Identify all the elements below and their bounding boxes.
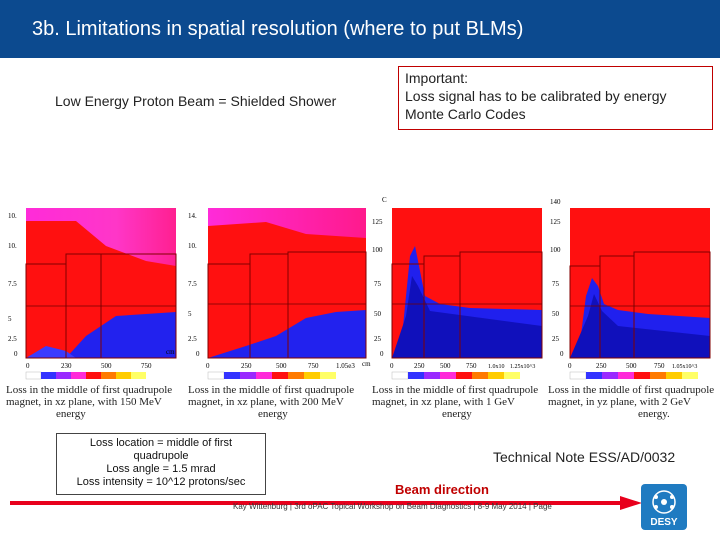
x-tick: 1.05x10^3 bbox=[672, 364, 697, 370]
loss-map-plot-4: 140 125 100 75 50 25 0 0 250 500 750 1.0… bbox=[548, 186, 716, 418]
y-tick: 0 bbox=[380, 350, 384, 358]
x-tick: 1.0x10 bbox=[488, 364, 505, 370]
x-tick: 0 bbox=[390, 362, 394, 370]
y-tick: 7.5 bbox=[8, 280, 17, 288]
caption-line: magnet, in xz plane, with 150 MeV bbox=[6, 396, 162, 408]
y-tick: 7.5 bbox=[188, 280, 197, 288]
x-tick: 1.25x10^3 bbox=[510, 364, 535, 370]
y-tick: 140 bbox=[550, 198, 561, 206]
loss-line: Loss location = middle of first bbox=[89, 437, 233, 449]
loss-map-plot-1: 10. 10. 7.5 5 2.5 0 0 230 500 750 cm bbox=[6, 186, 182, 418]
important-line: Monte Carlo Codes bbox=[405, 106, 526, 122]
y-tick: 10. bbox=[8, 242, 17, 250]
caption-line: magnet, in xz plane, with 200 MeV bbox=[188, 396, 344, 408]
y-tick: 2.5 bbox=[8, 335, 17, 343]
plot-caption-1: Loss in the middle of first quadrupole m… bbox=[6, 384, 172, 420]
x-tick: 250 bbox=[596, 362, 607, 370]
y-tick: 125 bbox=[372, 218, 383, 226]
x-tick: 750 bbox=[141, 362, 152, 370]
x-unit: cm bbox=[362, 360, 371, 368]
x-tick: 500 bbox=[626, 362, 637, 370]
y-tick: 0 bbox=[560, 350, 564, 358]
x-tick: 500 bbox=[440, 362, 451, 370]
y-tick: 125 bbox=[550, 218, 561, 226]
important-line: Important: bbox=[405, 70, 469, 86]
desy-logo-icon: DESY bbox=[641, 484, 687, 530]
important-box: Important: Loss signal has to be calibra… bbox=[398, 66, 713, 130]
plot-caption-3: Loss in the middle of first quadrupole m… bbox=[372, 384, 538, 420]
y-tick: 50 bbox=[374, 310, 382, 318]
caption-line: Loss in the middle of first quadrupole bbox=[372, 384, 539, 396]
caption-line: energy bbox=[258, 408, 288, 420]
y-tick: 10. bbox=[188, 242, 197, 250]
loss-map-plot-3: C 125 100 75 50 25 0 0 250 500 750 1.0x1… bbox=[370, 186, 548, 418]
footer-text: Kay Wittenburg | 3rd oPAC Topical Worksh… bbox=[233, 502, 552, 511]
x-tick: 0 bbox=[206, 362, 210, 370]
caption-line: Loss in the middle of first quadrupole bbox=[6, 384, 173, 396]
y-tick: C bbox=[382, 196, 387, 204]
caption-line: Loss in the middle of first quadrupole bbox=[188, 384, 355, 396]
plot-caption-2: Loss in the middle of first quadrupole m… bbox=[188, 384, 354, 420]
slide-title: 3b. Limitations in spatial resolution (w… bbox=[32, 18, 524, 40]
loss-line: Loss intensity = 10^12 protons/sec bbox=[76, 476, 246, 488]
x-tick: 500 bbox=[276, 362, 287, 370]
y-tick: 2.5 bbox=[188, 335, 197, 343]
y-tick: 5 bbox=[8, 315, 12, 323]
x-tick: 750 bbox=[466, 362, 477, 370]
x-tick: 750 bbox=[308, 362, 319, 370]
y-tick: 100 bbox=[372, 246, 383, 254]
x-tick: 1.05e3 bbox=[336, 362, 355, 370]
beam-direction-label: Beam direction bbox=[395, 482, 489, 497]
caption-line: energy bbox=[442, 408, 472, 420]
x-tick: 500 bbox=[101, 362, 112, 370]
y-tick: 25 bbox=[374, 335, 382, 343]
x-tick: 0 bbox=[568, 362, 572, 370]
y-tick: 5 bbox=[188, 310, 192, 318]
loss-line: quadrupole bbox=[133, 450, 189, 462]
x-tick: 250 bbox=[241, 362, 252, 370]
left-heading: Low Energy Proton Beam = Shielded Shower bbox=[55, 93, 337, 109]
beam-direction-arrow-icon bbox=[10, 496, 642, 510]
y-tick: 75 bbox=[552, 280, 560, 288]
y-tick: 10. bbox=[8, 212, 17, 220]
caption-line: magnet, in xz plane, with 1 GeV bbox=[372, 396, 515, 408]
y-tick: 25 bbox=[552, 335, 560, 343]
x-tick: 230 bbox=[61, 362, 72, 370]
loss-parameters-box: Loss location = middle of first quadrupo… bbox=[56, 433, 266, 495]
technical-note: Technical Note ESS/AD/0032 bbox=[493, 449, 676, 465]
y-tick: 100 bbox=[550, 246, 561, 254]
y-tick: 0 bbox=[196, 350, 200, 358]
title-bar: 3b. Limitations in spatial resolution (w… bbox=[0, 0, 720, 58]
logo-text: DESY bbox=[650, 517, 678, 528]
caption-line: Loss in the middle of first quadrupole bbox=[548, 384, 715, 396]
caption-line: magnet, in yz plane, with 2 GeV bbox=[548, 396, 691, 408]
x-tick: 250 bbox=[414, 362, 425, 370]
y-tick: 0 bbox=[14, 350, 18, 358]
loss-map-plot-2: 14. 10. 7.5 5 2.5 0 0 250 500 750 1.05e3… bbox=[186, 186, 374, 418]
loss-line: Loss angle = 1.5 mrad bbox=[106, 463, 216, 475]
x-tick: 0 bbox=[26, 362, 30, 370]
y-tick: 14. bbox=[188, 212, 197, 220]
x-unit: cm bbox=[166, 348, 175, 356]
y-tick: 50 bbox=[552, 310, 560, 318]
x-tick: 750 bbox=[654, 362, 665, 370]
important-line: Loss signal has to be calibrated by ener… bbox=[405, 88, 667, 104]
plot-caption-4: Loss in the middle of first quadrupole m… bbox=[548, 384, 714, 420]
y-tick: 75 bbox=[374, 280, 382, 288]
caption-line: energy. bbox=[638, 408, 670, 420]
caption-line: energy bbox=[56, 408, 86, 420]
